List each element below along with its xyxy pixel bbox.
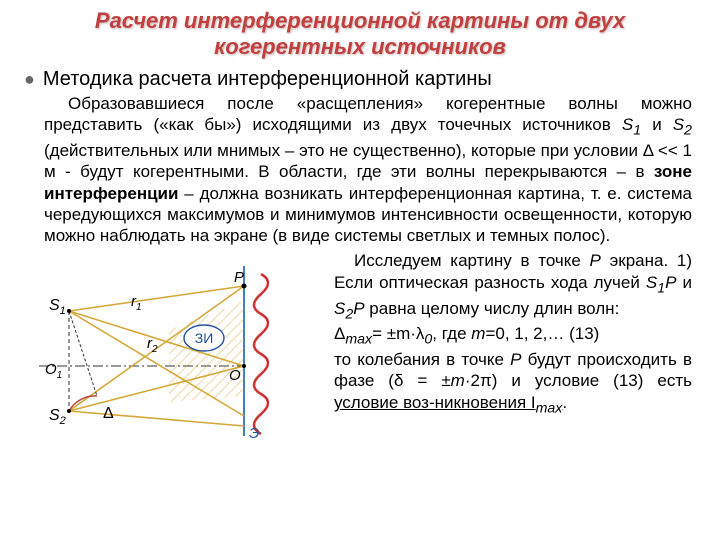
bullet-icon: ● [24, 69, 35, 91]
label-r1: r1 [131, 293, 142, 313]
slide-title: Расчет интерференционной картины от двух… [24, 8, 696, 61]
paragraph-1: Образовавшиеся после «расщепления» когер… [44, 93, 692, 247]
label-s2: S2 [49, 407, 66, 427]
interference-diagram: S1 S2 O1 O P r1 r2 Δ ЗИ Э [29, 256, 329, 446]
lower-section: S1 S2 O1 O P r1 r2 Δ ЗИ Э Исследуем карт… [24, 250, 696, 446]
bullet-row: ● Методика расчета интерференционной кар… [24, 67, 696, 91]
title-line-2: когерентных источников [214, 34, 506, 59]
label-o: O [229, 367, 241, 384]
title-line-1: Расчет интерференционной картины от двух [95, 8, 625, 33]
diagram-container: S1 S2 O1 O P r1 r2 Δ ЗИ Э [24, 250, 334, 446]
label-s1: S1 [49, 297, 66, 317]
label-o1: O1 [45, 361, 62, 381]
label-screen: Э [249, 425, 259, 442]
label-delta: Δ [103, 405, 114, 422]
label-zi: ЗИ [195, 330, 214, 346]
label-p: P [234, 269, 244, 286]
bullet-text: Методика расчета интерференционной карти… [43, 67, 492, 91]
right-paragraph: Исследуем картину в точке Р экрана. 1) Е… [334, 250, 696, 446]
